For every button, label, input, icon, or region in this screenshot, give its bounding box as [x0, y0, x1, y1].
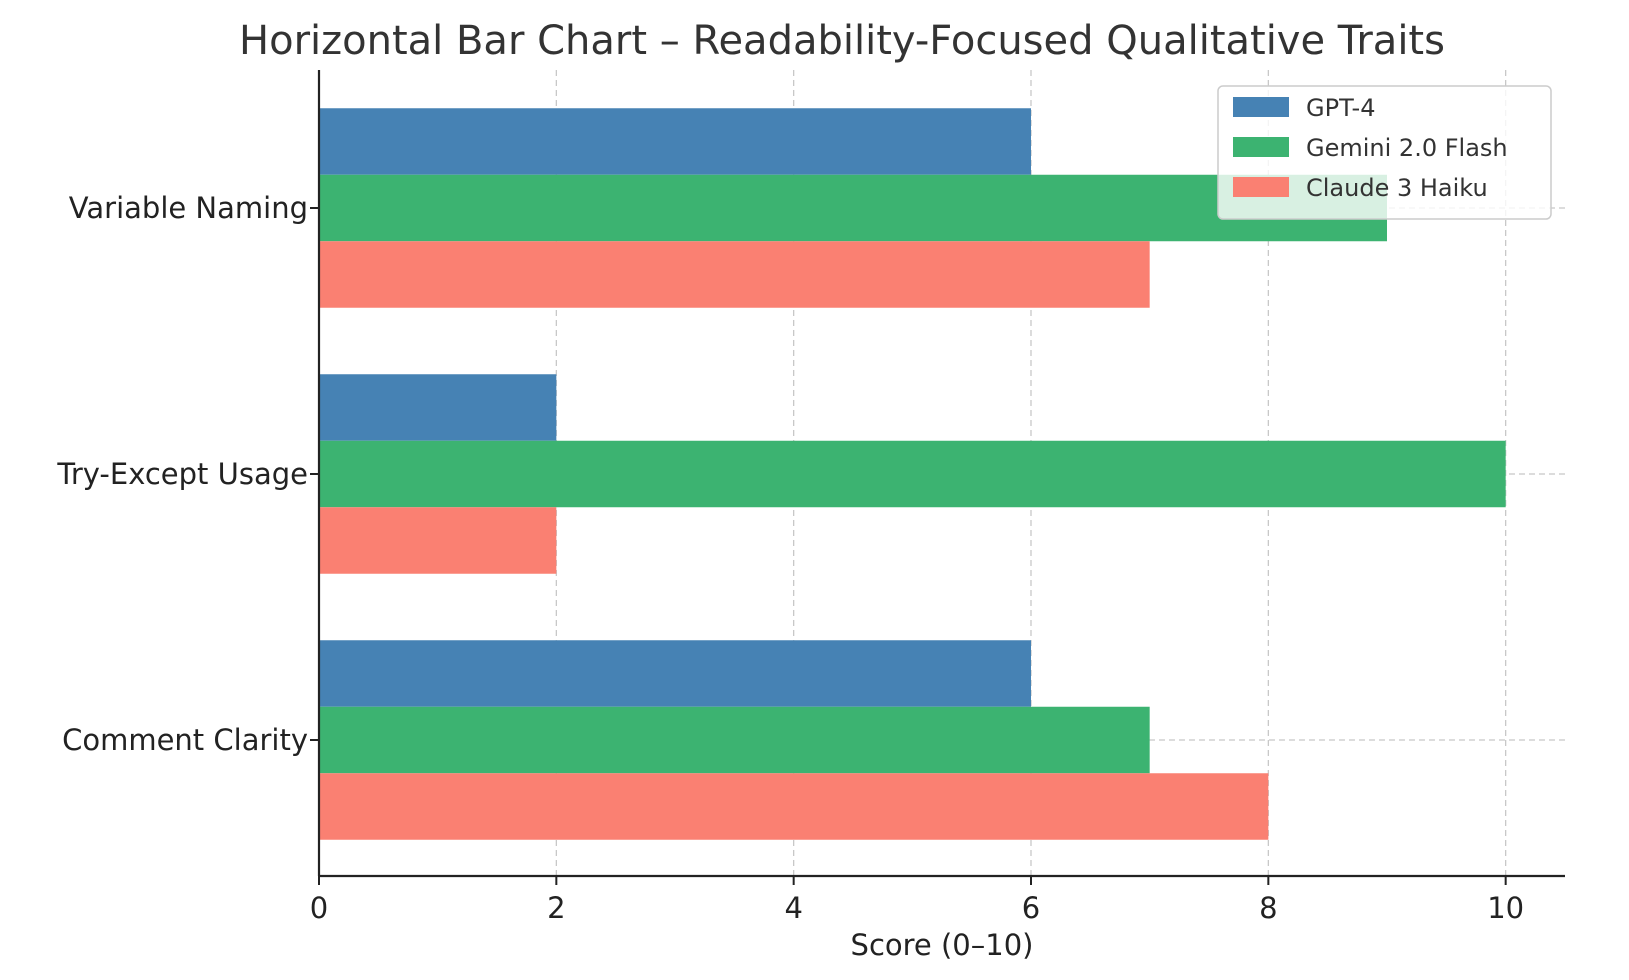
bar [319, 507, 557, 574]
x-axis-label: Score (0–10) [851, 928, 1034, 962]
y-tick-label: Try-Except Usage [56, 457, 308, 491]
legend-label: GPT-4 [1306, 94, 1375, 122]
x-tick-label: 8 [1259, 891, 1277, 925]
legend: GPT-4 Gemini 2.0 Flash Claude 3 Haiku [1217, 85, 1552, 220]
bar [319, 174, 1387, 242]
y-tick-label: Comment Clarity [62, 723, 308, 757]
y-tick-label: Variable Naming [69, 191, 308, 225]
legend-label: Claude 3 Haiku [1306, 174, 1488, 202]
legend-swatch [1233, 97, 1289, 117]
x-tick-label: 10 [1487, 891, 1524, 925]
bar [319, 706, 1150, 774]
y-ticks: Variable Naming Try-Except Usage Comment C… [56, 191, 319, 757]
legend-swatch [1233, 177, 1289, 197]
x-tick-label: 0 [310, 891, 328, 925]
x-ticks: 0 2 4 6 8 10 [310, 876, 1524, 925]
bar [319, 374, 557, 441]
bar [319, 241, 1150, 308]
bars [319, 108, 1506, 840]
bar [319, 108, 1031, 175]
x-tick-label: 6 [1022, 891, 1040, 925]
bar [319, 640, 1031, 707]
legend-label: Gemini 2.0 Flash [1306, 134, 1508, 162]
bar [319, 773, 1269, 840]
legend-box [1217, 85, 1552, 220]
legend-swatch [1233, 137, 1289, 157]
bar [319, 440, 1506, 508]
x-tick-label: 2 [547, 891, 565, 925]
x-tick-label: 4 [784, 891, 802, 925]
chart-title: Horizontal Bar Chart – Readability-Focus… [239, 18, 1445, 64]
